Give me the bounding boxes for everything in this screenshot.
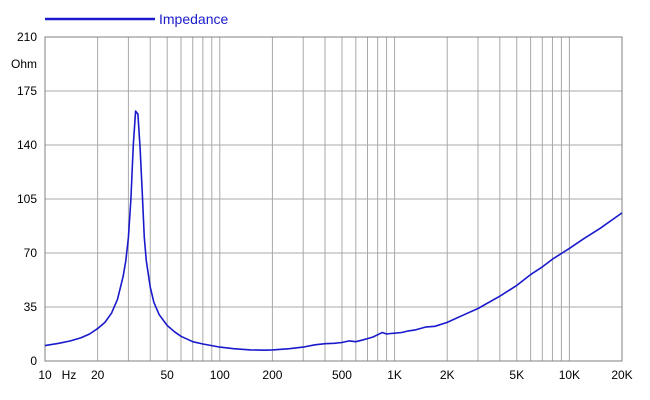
- legend: Impedance: [45, 11, 228, 27]
- y-tick-label: 70: [24, 246, 38, 260]
- x-tick-label: 10K: [559, 368, 580, 382]
- axes: 10 20 50 100 200 500 1K 2K 5K 10K 20K Hz 0 35 70 105 140…: [11, 30, 633, 382]
- x-tick-label: 200: [262, 368, 282, 382]
- y-tick-label: 175: [17, 84, 37, 98]
- grid: [45, 37, 622, 361]
- x-axis-label: Hz: [62, 368, 77, 382]
- series-line-impedance: [44, 110, 623, 352]
- y-axis-label: Ohm: [11, 57, 37, 71]
- series-layer: [44, 110, 623, 352]
- plot-frame: [44, 36, 623, 362]
- y-tick-label: 35: [24, 300, 38, 314]
- x-tick-label: 100: [210, 368, 230, 382]
- y-tick-label: 140: [17, 138, 37, 152]
- legend-label: Impedance: [159, 11, 228, 27]
- y-tick-label: 0: [30, 354, 37, 368]
- y-tick-label: 105: [17, 192, 37, 206]
- x-tick-label: 10: [38, 368, 52, 382]
- x-tick-label: 20K: [611, 368, 632, 382]
- y-tick-label: 210: [17, 30, 37, 44]
- x-tick-label: 5K: [509, 368, 524, 382]
- x-tick-label: 1K: [387, 368, 402, 382]
- x-tick-label: 50: [160, 368, 174, 382]
- x-tick-label: 20: [91, 368, 105, 382]
- x-tick-label: 500: [332, 368, 352, 382]
- x-tick-label: 2K: [440, 368, 455, 382]
